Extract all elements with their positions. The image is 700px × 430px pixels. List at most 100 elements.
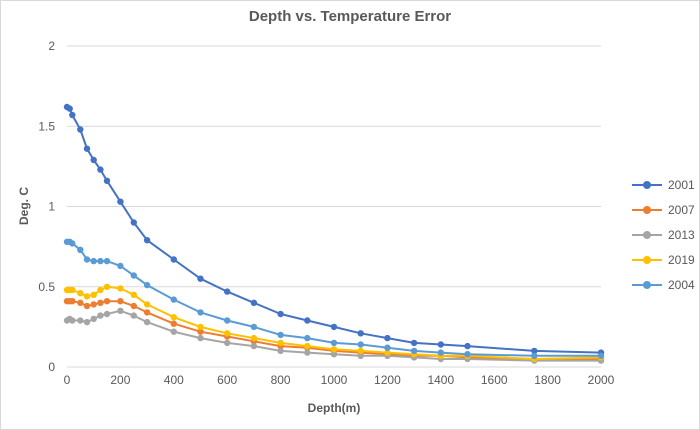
data-point [83,256,91,263]
series-line [66,106,602,354]
data-point [97,257,104,265]
legend-label: 2013 [668,227,695,242]
data-point [97,299,104,306]
data-point [197,323,204,331]
data-point [90,156,97,164]
data-point [384,344,391,351]
data-point [531,347,538,355]
data-point [197,309,204,316]
data-point [69,240,76,247]
data-point [437,341,444,348]
data-point [597,352,605,359]
data-point [330,351,338,358]
data-point [83,318,91,326]
data-point [357,347,364,355]
data-point [90,301,97,308]
legend: 2001 2007 2013 2019 2004 [632,172,700,297]
data-point [224,330,231,337]
x-tick-label: 0 [64,373,71,387]
data-point [330,323,338,331]
data-point [77,317,84,324]
data-point [117,307,124,314]
legend-marker-icon [632,180,662,190]
data-point [130,219,137,226]
data-point [90,257,97,265]
data-point [277,310,284,318]
data-point [69,298,76,305]
data-point [130,272,137,279]
data-point [103,283,111,290]
data-point [357,330,364,337]
legend-marker-icon [632,255,662,265]
series-2001 [63,103,605,356]
series-2004 [63,238,605,359]
y-tick-label: 0 [48,360,55,374]
x-tick-label: 1600 [481,373,508,387]
data-point [304,349,311,356]
y-tick-label: 0.5 [38,280,55,294]
data-point [250,334,258,342]
data-point [143,301,151,308]
x-axis-title: Depth(m) [308,401,361,415]
data-point [83,145,91,152]
data-point [384,349,391,356]
data-point [531,352,538,359]
data-point [437,349,444,356]
data-point [224,288,231,295]
data-point [103,298,111,305]
data-point [103,257,111,265]
data-point [277,347,284,355]
data-point [83,302,91,310]
x-tick-label: 600 [217,373,237,387]
data-point [357,352,364,359]
data-point [77,126,84,133]
legend-item: 2004 [632,272,700,297]
data-point [384,334,391,342]
data-point [77,246,84,253]
legend-marker-icon [632,205,662,215]
chart-title: Depth vs. Temperature Error [248,8,452,25]
tick-labels: 0 0.5 1 1.5 2 0 200 400 600 800 1000 1200 1400 1600 18… [38,39,614,387]
data-point [357,341,364,348]
data-point [170,256,177,263]
x-tick-label: 2000 [588,373,615,387]
data-point [77,290,84,297]
data-point [304,317,311,324]
data-point [464,351,471,358]
data-point [103,177,111,184]
data-point [464,342,471,350]
data-point [143,237,151,244]
data-point [83,293,91,300]
data-point [224,317,231,324]
data-point [90,291,97,298]
data-point [250,342,258,350]
data-point [66,105,73,112]
data-point [130,312,137,319]
data-point [97,286,104,294]
legend-item: 2019 [632,247,700,272]
y-tick-label: 2 [48,39,55,53]
data-point [77,299,84,306]
data-point [304,342,311,350]
legend-label: 2007 [668,202,695,217]
legend-marker-icon [632,280,662,290]
x-tick-label: 1800 [534,373,561,387]
legend-label: 2004 [668,277,695,292]
data-point [250,299,258,306]
data-point [130,291,137,298]
data-point [197,328,204,335]
data-point [197,334,204,342]
data-point [103,310,111,318]
data-point [170,296,177,303]
data-point [117,198,124,205]
data-point [330,346,338,353]
data-point [277,331,284,339]
data-point [69,317,76,324]
y-axis-title: Deg. C [17,187,31,225]
data-point [90,315,97,323]
data-point [117,262,124,270]
series-lines [63,103,605,364]
data-point [69,111,76,119]
data-point [143,281,151,289]
